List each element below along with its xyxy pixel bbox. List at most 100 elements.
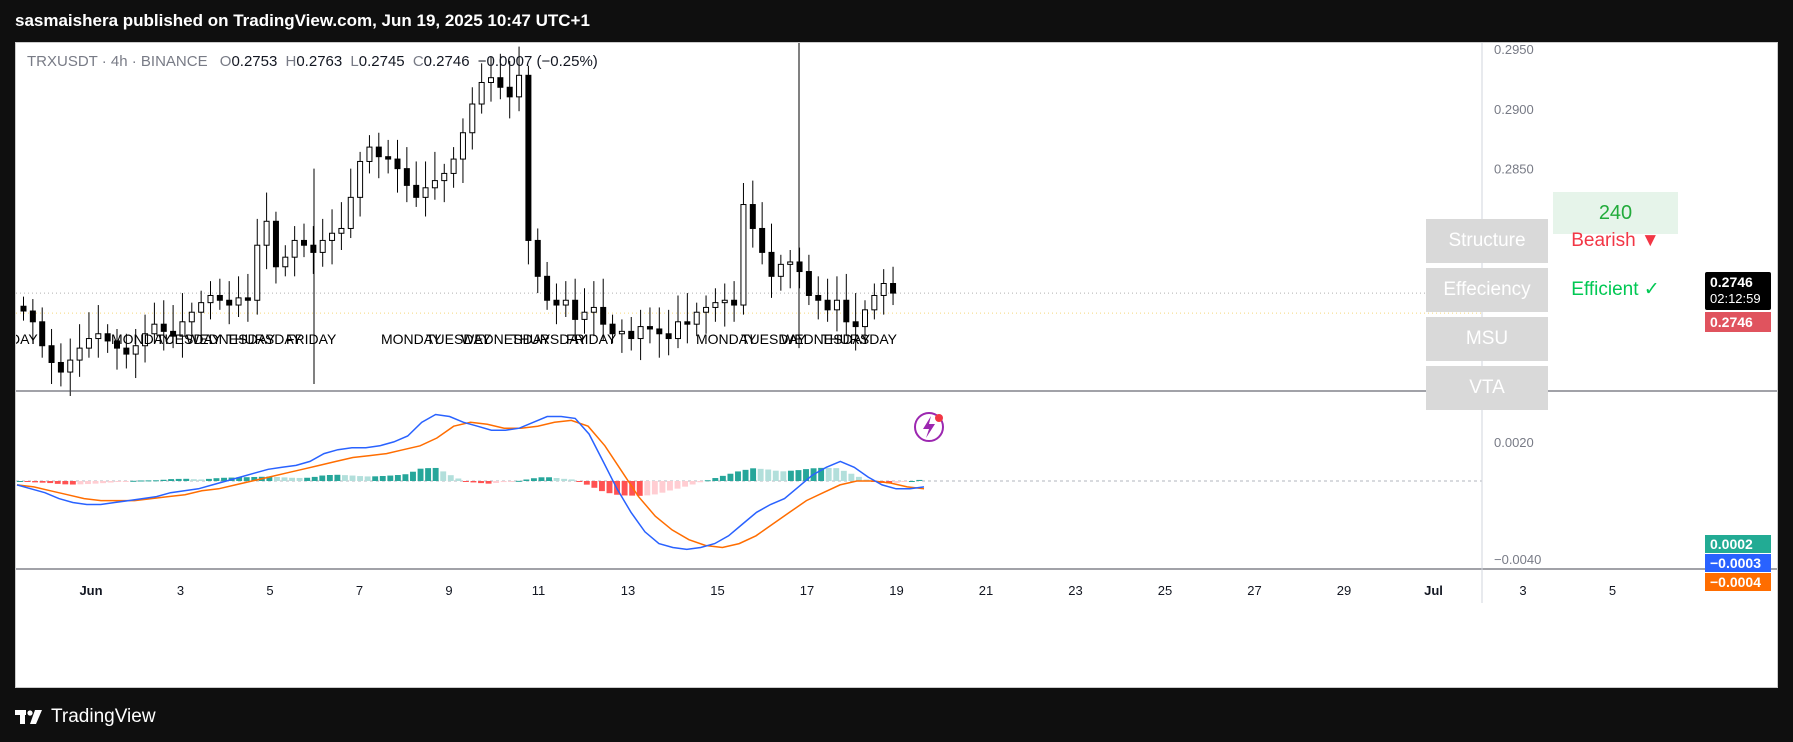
macd-hist-bar: [236, 477, 243, 481]
candle-body: [235, 297, 242, 306]
candle: [272, 211, 279, 284]
macd-hist-bar: [493, 481, 500, 483]
candle-body: [777, 263, 784, 277]
macd-hist-bar: [183, 478, 190, 481]
x-tick-label: 29: [1337, 583, 1351, 598]
candle: [244, 273, 251, 322]
macd-hist-bar: [334, 474, 341, 481]
chart-canvas[interactable]: 0.29500.29000.28500.28000.27000.00400.00…: [16, 43, 1777, 687]
table-value-efficiency: Efficient ✓: [1571, 279, 1660, 300]
macd-hist-bar: [667, 481, 673, 491]
candle-body: [600, 306, 607, 325]
macd-hist-bar: [122, 481, 129, 482]
legend-high: 0.2763: [296, 53, 343, 70]
candle: [57, 343, 64, 387]
macd-hist-bar: [273, 477, 280, 481]
candle: [862, 300, 868, 344]
candle: [721, 283, 728, 327]
x-tick-label: 27: [1247, 583, 1261, 598]
candle-body: [618, 330, 625, 335]
chart-frame[interactable]: 0.29500.29000.28500.28000.27000.00400.00…: [15, 42, 1778, 688]
candle-body: [319, 239, 326, 253]
candle: [824, 278, 831, 322]
candle: [170, 305, 177, 349]
candle-body: [824, 299, 831, 311]
macd-hist-bar: [508, 481, 515, 482]
candle: [852, 293, 859, 351]
candle: [319, 218, 326, 267]
candle-body: [160, 323, 167, 332]
candle-body: [749, 204, 756, 229]
macd-hist-bar: [100, 481, 107, 484]
macd-hist-bar: [546, 477, 552, 481]
macd-hist-bar: [24, 481, 31, 482]
macd-hist-bar: [735, 471, 741, 481]
legend-low: 0.2745: [358, 53, 405, 70]
macd-hist-bar: [719, 475, 726, 481]
x-tick-label: Jul: [1424, 583, 1443, 598]
day-label: FRIDAY: [286, 331, 337, 347]
candle: [216, 278, 223, 310]
candle: [693, 302, 700, 337]
candle: [740, 182, 747, 315]
candle-body: [721, 299, 728, 304]
macd-signal-badge: −0.0004: [1705, 573, 1771, 591]
candle-body: [385, 156, 392, 160]
macd-hist-bar: [221, 477, 227, 481]
tradingview-logo-icon: [15, 710, 42, 724]
candle: [553, 283, 560, 325]
macd-hist-bar: [198, 479, 205, 481]
candle: [656, 307, 663, 358]
candle: [301, 223, 307, 258]
macd-hist-bar: [576, 481, 583, 482]
candle: [338, 202, 345, 251]
macd-hist-bar: [651, 481, 658, 495]
candle: [497, 53, 504, 100]
candle-body: [216, 294, 223, 301]
macd-hist-bar: [893, 481, 900, 483]
macd-hist-bar: [266, 476, 273, 481]
macd-hist-bar: [349, 475, 356, 481]
macd-hist-bar: [908, 481, 915, 482]
macd-hist-bar: [916, 479, 923, 481]
candle: [263, 192, 270, 270]
candle-body: [142, 333, 149, 347]
candle: [385, 139, 392, 174]
candle: [76, 324, 83, 377]
candle-body: [394, 158, 401, 170]
candle-body: [796, 261, 803, 273]
candle: [347, 168, 354, 239]
candle: [805, 254, 812, 306]
candle: [132, 328, 139, 379]
candle-body: [516, 74, 523, 98]
candle: [768, 223, 775, 298]
day-label: THURSDAY: [511, 331, 588, 347]
prev-close-badge: 0.2746: [1705, 312, 1771, 332]
candle: [123, 333, 130, 369]
macd-hist-bar: [750, 468, 757, 481]
candle: [394, 139, 401, 193]
x-tick-label: 17: [800, 583, 814, 598]
candle: [525, 65, 532, 265]
candle: [329, 209, 336, 265]
candle-body: [198, 302, 205, 313]
macd-hist-bar: [387, 475, 394, 481]
candle-body: [833, 299, 840, 311]
legend-open-label: O: [219, 53, 232, 70]
macd-hist-bar: [394, 475, 401, 481]
candle-body: [226, 299, 233, 306]
macd-hist-bar: [568, 479, 575, 481]
candle-body: [628, 330, 635, 340]
candle: [207, 281, 214, 320]
candle: [198, 290, 205, 337]
candle-body: [450, 158, 457, 174]
candle: [160, 300, 167, 351]
candle: [646, 307, 653, 344]
alert-lightning-icon[interactable]: [913, 410, 947, 444]
candle: [310, 226, 317, 274]
candle-body: [703, 306, 710, 313]
candle: [254, 218, 261, 315]
candle-body: [581, 311, 588, 320]
candle: [675, 295, 681, 349]
candle-body: [431, 180, 438, 189]
